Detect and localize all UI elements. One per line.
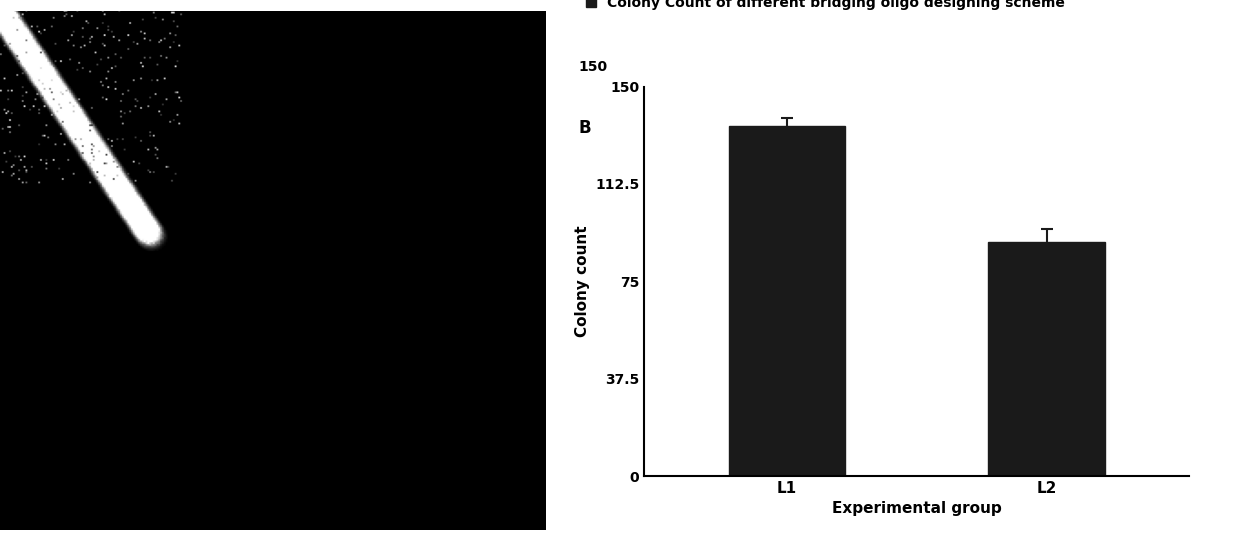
Bar [729,126,845,476]
Text: 150: 150 [579,60,608,74]
X-axis label: Experimental group: Experimental group [831,502,1002,517]
Text: B: B [579,120,591,137]
Legend: Colony Count of different bridging oligo designing scheme: Colony Count of different bridging oligo… [586,0,1064,10]
Y-axis label: Colony count: Colony count [575,226,590,337]
Bar [989,242,1105,476]
